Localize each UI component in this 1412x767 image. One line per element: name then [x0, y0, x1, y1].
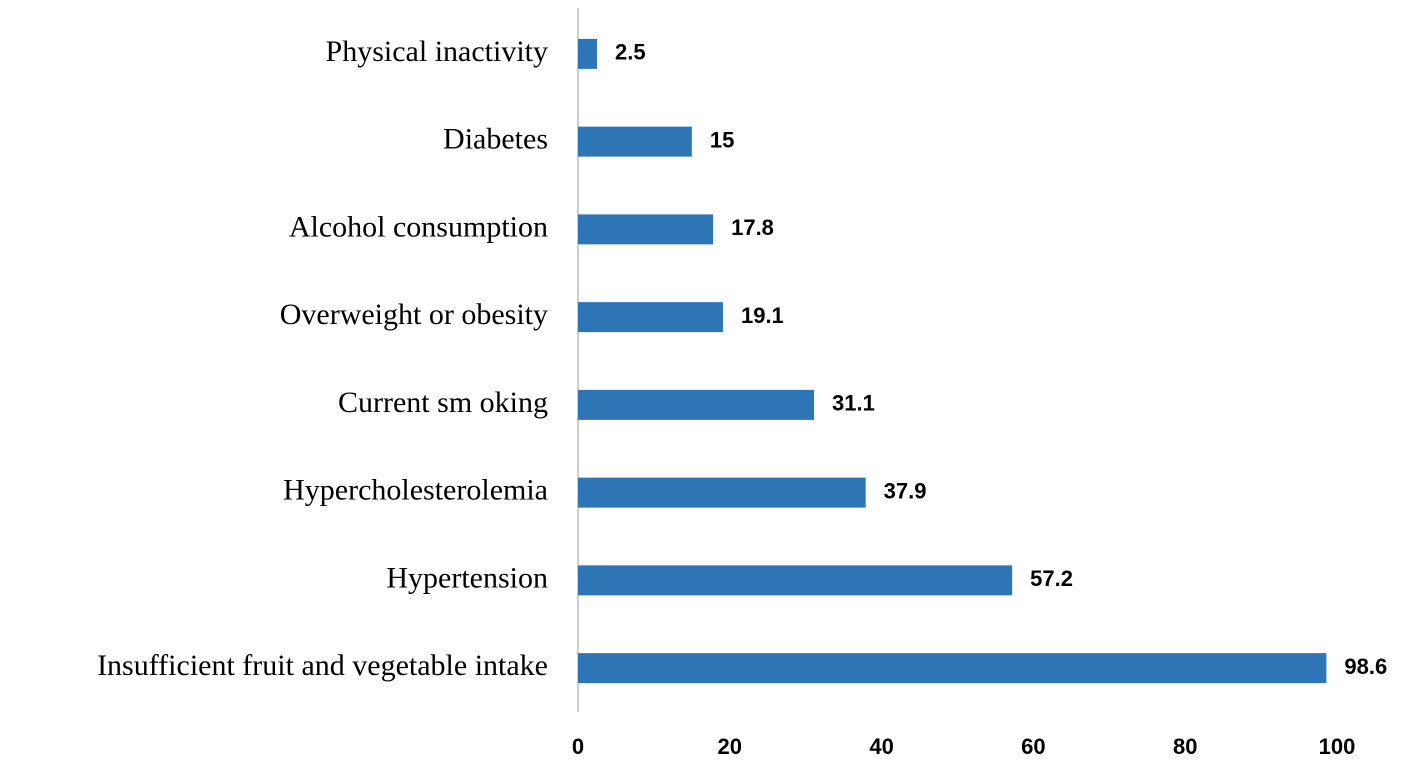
y-tick-label: Hypertension [386, 561, 548, 594]
x-tick-label: 80 [1173, 734, 1197, 759]
y-tick-label: Alcohol consumption [289, 210, 548, 243]
bar [578, 126, 692, 157]
bar [578, 565, 1013, 596]
y-tick-label: Overweight or obesity [280, 298, 548, 331]
bar [578, 477, 866, 508]
bar [578, 302, 723, 333]
y-tick-label: Diabetes [443, 123, 548, 156]
bar [578, 214, 714, 245]
value-label: 19.1 [741, 303, 784, 328]
x-tick-label: 100 [1319, 734, 1356, 759]
x-tick-label: 20 [718, 734, 742, 759]
y-tick-label: Insufficient fruit and vegetable intake [97, 649, 548, 682]
value-label: 15 [710, 127, 734, 152]
bar [578, 38, 597, 69]
value-label: 31.1 [832, 391, 875, 416]
y-tick-label: Hypercholesterolemia [283, 474, 548, 507]
value-label: 17.8 [731, 215, 774, 240]
bar [578, 653, 1327, 684]
value-label: 98.6 [1344, 654, 1387, 679]
value-label: 57.2 [1030, 566, 1073, 591]
y-tick-label: Current sm oking [338, 386, 548, 419]
value-label: 37.9 [884, 478, 927, 503]
x-tick-label: 0 [572, 734, 584, 759]
x-tick-label: 60 [1021, 734, 1045, 759]
x-tick-label: 40 [869, 734, 893, 759]
y-tick-label: Physical inactivity [326, 35, 548, 68]
bar [578, 389, 815, 420]
value-label: 2.5 [615, 40, 646, 65]
